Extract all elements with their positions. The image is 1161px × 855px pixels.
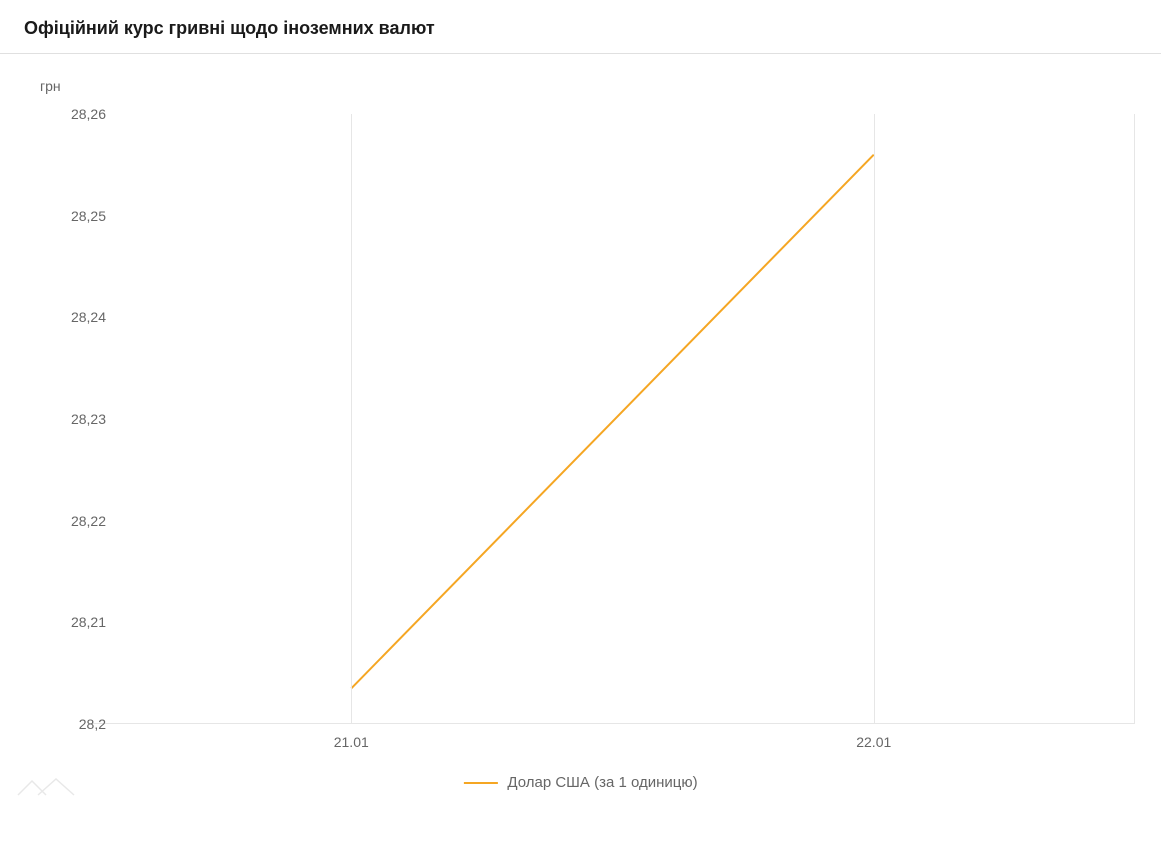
y-tick-label: 28,2 — [46, 716, 106, 732]
grid-vertical — [351, 114, 352, 724]
chart-area: грн Долар США (за 1 одиницю) 28,2 28,21 28… — [0, 54, 1161, 814]
x-tick-label: 21.01 — [334, 734, 369, 750]
y-tick-label: 28,22 — [46, 513, 106, 529]
plot-area — [90, 114, 1135, 724]
y-tick-label: 28,25 — [46, 208, 106, 224]
y-tick-label: 28,26 — [46, 106, 106, 122]
chart-title: Офіційний курс гривні щодо іноземних вал… — [24, 18, 1137, 39]
legend-label: Долар США (за 1 одиницю) — [507, 774, 697, 791]
grid-vertical — [874, 114, 875, 724]
chart-header: Офіційний курс гривні щодо іноземних вал… — [0, 0, 1161, 54]
y-tick-label: 28,23 — [46, 411, 106, 427]
legend-swatch — [463, 782, 497, 784]
y-tick-label: 28,24 — [46, 309, 106, 325]
line-svg — [90, 114, 1135, 724]
y-tick-label: 28,21 — [46, 614, 106, 630]
legend: Долар США (за 1 одиницю) — [463, 774, 697, 791]
y-axis-label: грн — [40, 78, 61, 94]
watermark-icon — [16, 775, 88, 804]
series-line — [351, 155, 874, 689]
x-tick-label: 22.01 — [856, 734, 891, 750]
